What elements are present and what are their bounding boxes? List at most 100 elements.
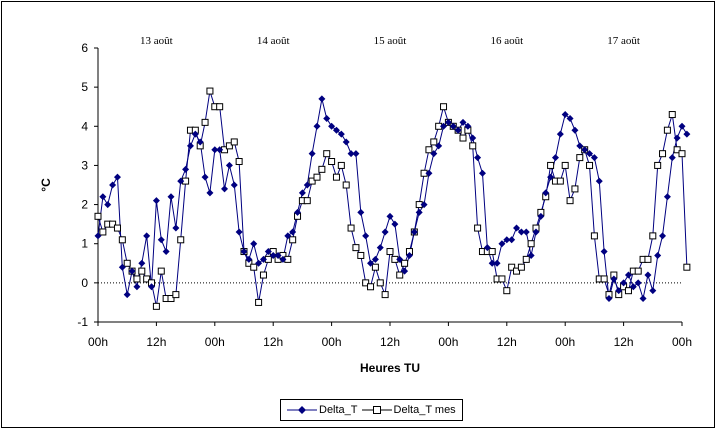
date-label: 15 août (374, 35, 407, 47)
data-point-delta-t (474, 154, 482, 162)
data-point-delta-t-mes (357, 251, 365, 259)
data-point-delta-t (430, 150, 438, 158)
data-point-delta-t (94, 232, 102, 240)
data-point-delta-t-mes (230, 138, 238, 146)
data-point-delta-t-mes (673, 146, 681, 154)
data-point-delta-t-mes (347, 224, 355, 232)
data-point-delta-t (328, 122, 336, 130)
data-point-delta-t-mes (118, 236, 126, 244)
data-point-delta-t-mes (332, 173, 340, 181)
data-point-delta-t-mes (498, 275, 506, 283)
data-point-delta-t-mes (308, 177, 316, 185)
data-point-delta-t (245, 255, 253, 263)
data-point-delta-t-mes (522, 255, 530, 263)
data-point-delta-t-mes (362, 279, 370, 287)
data-point-delta-t (586, 150, 594, 158)
data-point-delta-t-mes (440, 103, 448, 111)
data-point-delta-t (172, 224, 180, 232)
data-point-delta-t-mes (323, 150, 331, 158)
x-tick-label: 00h (205, 335, 225, 349)
data-point-delta-t (376, 244, 384, 252)
data-point-delta-t (493, 259, 501, 267)
data-point-delta-t (556, 130, 564, 138)
data-point-delta-t (201, 173, 209, 181)
data-point-delta-t-mes (289, 236, 297, 244)
data-point-delta-t (639, 295, 647, 303)
data-point-delta-t (410, 228, 418, 236)
data-point-delta-t-mes (683, 263, 691, 271)
data-point-delta-t-mes (172, 291, 180, 299)
data-point-delta-t (133, 283, 141, 291)
data-point-delta-t-mes (376, 279, 384, 287)
data-point-delta-t-mes (250, 263, 258, 271)
legend-label: Delta_T mes (393, 404, 456, 416)
data-point-delta-t-mes (201, 118, 209, 126)
data-point-delta-t (274, 251, 282, 259)
y-axis-title: °C (39, 178, 53, 192)
data-point-delta-t-mes (547, 161, 555, 169)
data-point-delta-t-mes (663, 126, 671, 134)
data-point-delta-t-mes (590, 232, 598, 240)
data-point-delta-t-mes (469, 142, 477, 150)
data-point-delta-t-mes (352, 244, 360, 252)
chart-legend: Delta_T Delta_T mes (280, 399, 463, 421)
data-point-delta-t (118, 263, 126, 271)
y-tick-label: 6 (81, 41, 88, 55)
data-point-delta-t-mes (561, 161, 569, 169)
data-point-delta-t (230, 181, 238, 189)
data-point-delta-t (279, 255, 287, 263)
data-point-delta-t (216, 146, 224, 154)
data-point-delta-t (269, 251, 277, 259)
data-point-delta-t (157, 236, 165, 244)
data-point-delta-t (289, 228, 297, 236)
data-point-delta-t-mes (109, 220, 117, 228)
data-point-delta-t-mes (659, 150, 667, 158)
data-point-delta-t (620, 279, 628, 287)
data-point-delta-t (668, 154, 676, 162)
date-label: 14 août (257, 35, 290, 47)
data-point-delta-t (644, 271, 652, 279)
data-point-delta-t-mes (624, 287, 632, 295)
x-tick-label: 12h (497, 335, 517, 349)
x-tick-label: 00h (672, 335, 692, 349)
data-point-delta-t (649, 287, 657, 295)
date-label: 16 août (490, 35, 523, 47)
data-point-delta-t-mes (586, 161, 594, 169)
x-tick-label: 12h (263, 335, 283, 349)
data-point-delta-t (225, 161, 233, 169)
data-point-delta-t (109, 181, 117, 189)
data-point-delta-t (357, 208, 365, 216)
data-point-delta-t (294, 208, 302, 216)
series-line-delta-t-mes (97, 90, 688, 307)
data-point-delta-t (513, 224, 521, 232)
data-point-delta-t (162, 248, 170, 256)
y-tick-label: 5 (81, 80, 88, 94)
data-point-delta-t (459, 118, 467, 126)
legend-swatch-filled-diamond (287, 406, 317, 414)
data-point-delta-t (444, 118, 452, 126)
data-point-delta-t-mes (425, 146, 433, 154)
data-point-delta-t (235, 228, 243, 236)
data-point-delta-t-mes (634, 267, 642, 275)
data-point-delta-t (449, 122, 457, 130)
data-point-delta-t-mes (474, 224, 482, 232)
data-point-delta-t-mes (401, 259, 409, 267)
data-point-delta-t (654, 251, 662, 259)
data-point-delta-t (659, 232, 667, 240)
data-point-delta-t (182, 165, 190, 173)
y-tick-label: 4 (81, 119, 88, 133)
data-point-delta-t (362, 232, 370, 240)
data-point-delta-t (581, 146, 589, 154)
data-point-delta-t (123, 291, 131, 299)
data-point-delta-t-mes (342, 181, 350, 189)
data-point-delta-t-mes (508, 263, 516, 271)
data-point-delta-t (420, 201, 428, 209)
data-point-delta-t-mes (678, 150, 686, 158)
data-point-delta-t-mes (556, 177, 564, 185)
data-point-delta-t (347, 150, 355, 158)
data-point-delta-t-mes (167, 295, 175, 303)
data-point-delta-t-mes (517, 263, 525, 271)
data-point-delta-t (464, 122, 472, 130)
data-point-delta-t (143, 232, 151, 240)
x-tick-label: 00h (438, 335, 458, 349)
